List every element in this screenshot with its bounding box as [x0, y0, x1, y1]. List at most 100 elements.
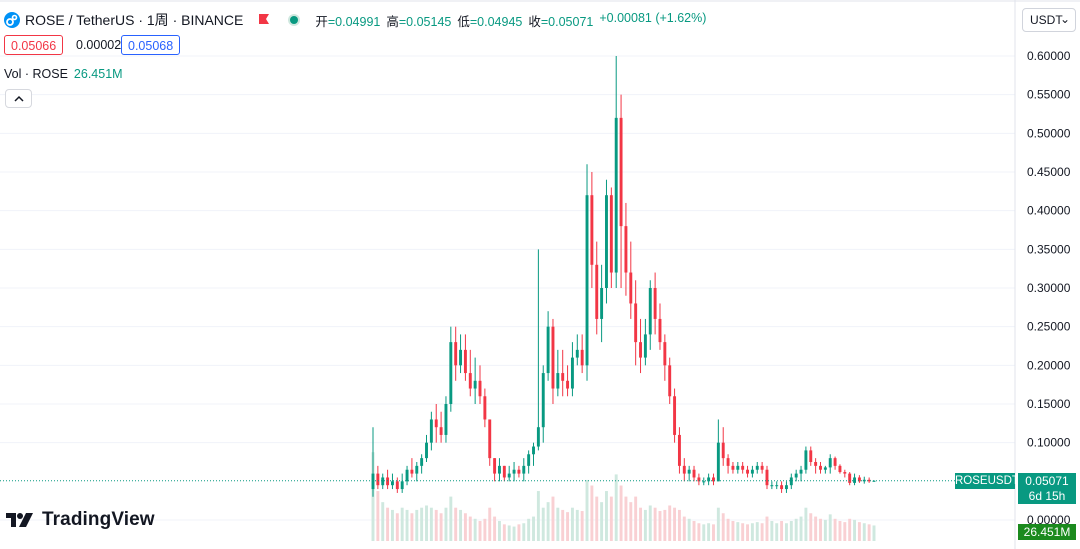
candle-body [532, 446, 535, 455]
volume-bar [478, 521, 482, 541]
candle-body [395, 481, 399, 490]
candle-body [780, 485, 784, 490]
volume-bar [853, 519, 857, 541]
volume-bar [502, 524, 506, 541]
candle-body [707, 477, 711, 482]
volume-bar [784, 523, 788, 541]
volume-bar [556, 507, 560, 541]
candle-body [814, 462, 818, 466]
tradingview-brand[interactable]: TradingView [6, 509, 155, 531]
sell-price-button[interactable]: 0.05066 [4, 35, 64, 55]
volume-bar [819, 518, 822, 541]
bar-countdown: 6d 15h [1028, 489, 1066, 503]
candle-body [473, 380, 477, 389]
candle-body [507, 473, 511, 478]
candle-body [648, 288, 652, 335]
candle-body [575, 349, 579, 358]
candle-body [381, 477, 385, 486]
candle-body [702, 481, 706, 483]
candle-body [498, 465, 501, 474]
volume-bar [605, 491, 608, 541]
volume-bar [677, 509, 681, 541]
volume-bar [575, 509, 579, 541]
candle-body [668, 365, 672, 397]
candle-body [551, 326, 555, 389]
chart-header: ROSE / TetherUS · 1周 · BINANCE 开=0.04991… [4, 8, 706, 32]
volume-bar [780, 521, 784, 541]
volume-bar [390, 509, 394, 541]
ohlc-low: 低=0.04945 [457, 14, 523, 29]
volume-bar [838, 521, 842, 541]
flag-icon[interactable] [257, 13, 271, 27]
y-tick-label: 0.25000 [1027, 320, 1071, 334]
volume-bar [493, 516, 497, 541]
candle-body [386, 477, 390, 486]
buy-price-button[interactable]: 0.05068 [121, 35, 181, 55]
candle-body [541, 373, 545, 428]
y-tick-label: 0.00000 [1027, 513, 1071, 527]
tradingview-logo-icon [6, 513, 33, 527]
volume-bar [532, 516, 535, 541]
symbol-title[interactable]: ROSE / TetherUS · 1周 · BINANCE [25, 12, 244, 28]
candle-body [629, 272, 633, 304]
candle-body [673, 396, 677, 435]
candle-body [653, 288, 657, 319]
candle-body [459, 349, 463, 366]
volume-bar [551, 496, 555, 541]
collapse-legend-button[interactable] [5, 89, 32, 108]
candle-body [561, 373, 565, 381]
volume-legend: Vol · ROSE 26.451M [4, 67, 123, 81]
candle-body [823, 467, 827, 470]
candle-body [502, 465, 506, 478]
candle-body [493, 458, 497, 474]
candle-body [454, 342, 458, 366]
volume-bar [429, 507, 433, 541]
currency-select[interactable]: USDT ⌄ [1022, 8, 1076, 32]
volume-bar [814, 516, 818, 541]
volume-bar [643, 509, 647, 541]
candle-body [536, 427, 540, 447]
candle-body [857, 477, 861, 482]
candle-body [677, 434, 681, 466]
y-tick-label: 0.45000 [1027, 165, 1071, 179]
candle-body [483, 396, 487, 420]
volume-bar [561, 509, 565, 541]
symbol-price-tag: ROSEUSDT [955, 473, 1019, 489]
candle-body [712, 477, 715, 482]
volume-bar [716, 507, 720, 541]
candle-body [478, 380, 482, 397]
volume-bar [449, 496, 453, 541]
chevron-down-icon: ⌄ [1059, 12, 1070, 26]
volume-bar [653, 507, 657, 541]
market-status-icon[interactable] [287, 13, 301, 27]
candle-body [755, 465, 759, 470]
ohlc-close: 收=0.05071 [528, 14, 594, 29]
candle-body [731, 465, 735, 470]
volume-bar [498, 521, 501, 541]
candle-body [789, 477, 793, 486]
volume-bar [634, 496, 638, 541]
volume-bar [609, 496, 613, 541]
volume-bar [629, 502, 633, 541]
volume-bar [488, 507, 492, 541]
candle-body [794, 473, 798, 478]
volume-bar [765, 516, 769, 541]
y-tick-label: 0.50000 [1027, 126, 1071, 140]
candle-body [590, 195, 594, 265]
candle-body [736, 465, 740, 470]
volume-bar [750, 523, 754, 541]
candle-body [449, 342, 453, 404]
volume-bar [541, 507, 545, 541]
y-tick-label: 0.15000 [1027, 397, 1071, 411]
y-tick-label: 0.60000 [1027, 49, 1071, 63]
candle-body [609, 195, 613, 273]
volume-bar [512, 526, 516, 541]
volume-bar [799, 516, 803, 541]
candle-body [804, 450, 808, 470]
volume-bar [809, 513, 813, 541]
candle-body [439, 427, 443, 435]
ohlc-values: 开=0.04991 高=0.05145 低=0.04945 收=0.05071 … [315, 11, 706, 30]
candle-body [848, 473, 852, 483]
volume-bar [731, 521, 735, 541]
